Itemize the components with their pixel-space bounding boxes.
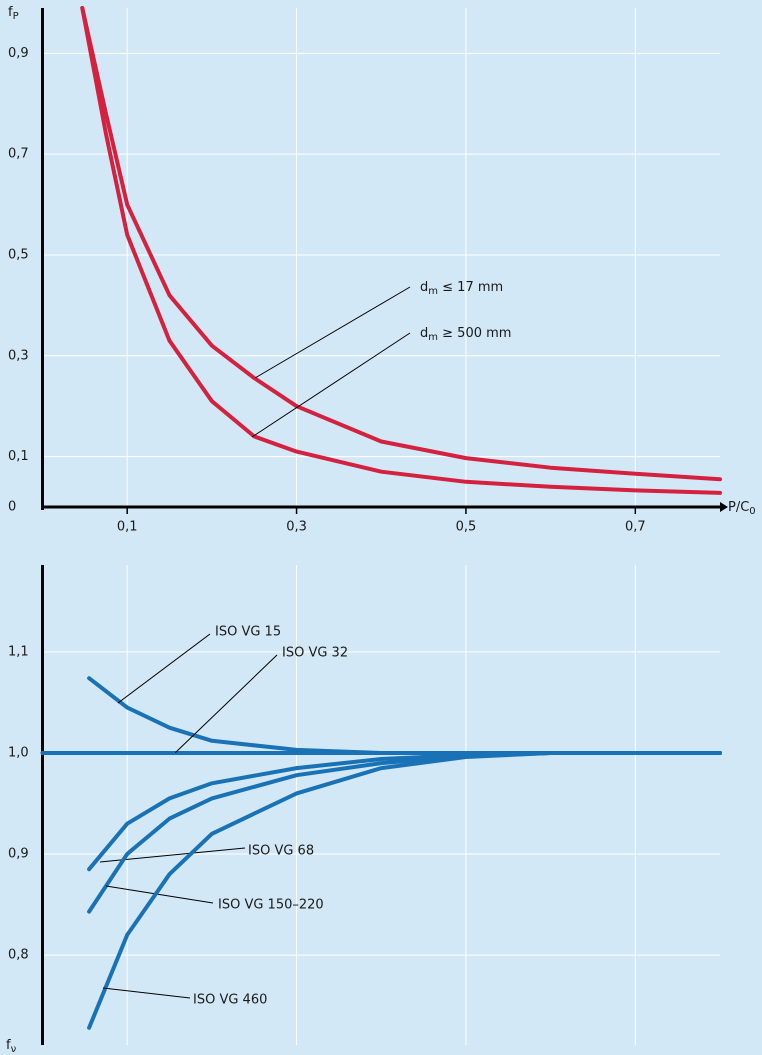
y-tick-label: 0,8 <box>8 948 29 963</box>
y-axis-label: fP <box>8 5 19 23</box>
curve <box>87 751 722 914</box>
y-axis-label-base: f <box>6 1038 11 1053</box>
series-label: dm ≤ 17 mm <box>420 280 503 298</box>
curve <box>80 6 722 495</box>
curve <box>87 751 722 1030</box>
series-label: ISO VG 32 <box>282 646 348 661</box>
x-tick-label: 0,1 <box>117 520 138 535</box>
y-tick-label: 1,0 <box>8 745 29 760</box>
y-axis-label: fν <box>6 1038 17 1055</box>
series-label: ISO VG 150–220 <box>218 898 324 913</box>
leader-line <box>174 654 278 754</box>
y-axis-label-sub: ν <box>11 1044 17 1055</box>
series-label: ISO VG 15 <box>215 625 281 640</box>
y-tick-label: 0,1 <box>8 449 29 464</box>
x-axis-label-base: P/C <box>728 500 749 515</box>
leader-line <box>251 332 411 438</box>
series-label: ISO VG 460 <box>193 993 267 1008</box>
series-label: dm ≥ 500 mm <box>420 326 511 344</box>
x-tick-label: 0,7 <box>625 520 646 535</box>
y-tick-label: 0,3 <box>8 348 29 363</box>
y-tick-label: 0,9 <box>8 46 29 61</box>
x-axis-arrow <box>720 502 728 512</box>
series-label-sub: m <box>428 332 438 343</box>
series-label-base: d <box>420 326 428 341</box>
series-label: ISO VG 68 <box>248 844 314 859</box>
y-tick-label: 0,9 <box>8 847 29 862</box>
series-label-rest: ≥ 500 mm <box>438 326 511 341</box>
y-tick-label: 0,7 <box>8 147 29 162</box>
x-tick-label: 0,3 <box>286 520 307 535</box>
series-label-base: d <box>420 280 428 295</box>
x-axis-label-sub: 0 <box>749 506 755 517</box>
leader-line <box>117 633 211 704</box>
leader-line <box>254 286 411 379</box>
x-axis-label: P/C0 <box>728 500 756 518</box>
curve <box>80 6 722 482</box>
y-tick-label: 1,1 <box>8 644 29 659</box>
curve <box>87 676 722 755</box>
series-label-sub: m <box>428 286 438 297</box>
y-tick-label: 0 <box>8 500 16 515</box>
x-tick-label: 0,5 <box>456 520 477 535</box>
series-label-rest: ≤ 17 mm <box>438 280 503 295</box>
leader-line <box>105 885 214 904</box>
y-tick-label: 0,5 <box>8 247 29 262</box>
leader-line <box>102 987 191 999</box>
y-axis-label-base: f <box>8 5 13 20</box>
y-axis-label-sub: P <box>13 11 19 22</box>
